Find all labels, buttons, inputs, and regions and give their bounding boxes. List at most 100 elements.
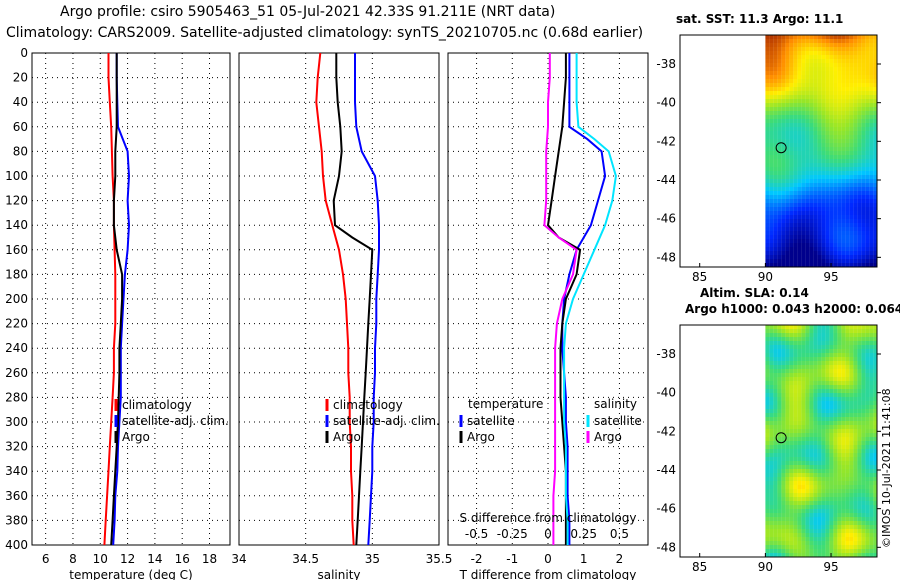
sla-map-cell bbox=[829, 509, 834, 513]
sst-map-cell bbox=[865, 43, 870, 47]
sla-map-cell bbox=[845, 401, 850, 405]
sst-map-cell bbox=[797, 67, 802, 71]
sst-map-cell bbox=[833, 147, 838, 151]
sla-map-cell bbox=[837, 477, 842, 481]
sst-map-cell bbox=[861, 71, 866, 75]
sst-map-cell bbox=[829, 139, 834, 143]
sst-map-cell bbox=[825, 123, 830, 127]
sla-map-cell bbox=[809, 541, 814, 545]
sst-map-cell bbox=[793, 227, 798, 231]
sla-map-cell bbox=[773, 493, 778, 497]
sla-map-cell bbox=[797, 397, 802, 401]
sla-map-cell bbox=[837, 513, 842, 517]
sst-map-cell bbox=[797, 263, 802, 267]
sla-map-cell bbox=[765, 541, 770, 545]
sst-map-cell bbox=[873, 63, 878, 67]
sla-map-cell bbox=[781, 537, 786, 541]
sst-map-cell bbox=[857, 195, 862, 199]
sst-map-cell bbox=[821, 207, 826, 211]
sla-map-cell bbox=[869, 437, 874, 441]
sst-map-cell bbox=[829, 243, 834, 247]
sst-map-cell bbox=[781, 207, 786, 211]
sst-map-cell bbox=[793, 119, 798, 123]
sla-map-cell bbox=[765, 505, 770, 509]
sst-map-cell bbox=[869, 63, 874, 67]
sla-map-cell bbox=[825, 365, 830, 369]
sla-map-cell bbox=[809, 405, 814, 409]
sst-map-cell bbox=[813, 163, 818, 167]
sst-map-cell bbox=[857, 247, 862, 251]
sla-map-cell bbox=[853, 373, 858, 377]
sst-map-cell bbox=[801, 39, 806, 43]
sla-map-cell bbox=[765, 441, 770, 445]
sla-map-cell bbox=[805, 329, 810, 333]
sst-map-cell bbox=[829, 255, 834, 259]
sst-map-cell bbox=[817, 195, 822, 199]
sla-map-cell bbox=[821, 441, 826, 445]
title-line-2: Climatology: CARS2009. Satellite-adjuste… bbox=[6, 25, 644, 41]
sla-map-cell bbox=[849, 413, 854, 417]
sst-map-cell bbox=[777, 147, 782, 151]
sla-map-cell bbox=[869, 397, 874, 401]
sla-map-cell bbox=[797, 393, 802, 397]
sst-map-cell bbox=[785, 211, 790, 215]
sla-map-cell bbox=[809, 333, 814, 337]
sla-map-cell bbox=[765, 453, 770, 457]
sst-map-cell bbox=[849, 255, 854, 259]
sla-map-cell bbox=[861, 385, 866, 389]
sla-map-cell bbox=[861, 365, 866, 369]
sla-map-cell bbox=[833, 353, 838, 357]
sst-map-cell bbox=[801, 223, 806, 227]
sst-map-cell bbox=[869, 219, 874, 223]
sla-map-cell bbox=[809, 429, 814, 433]
sla-map-cell bbox=[769, 549, 774, 553]
sst-map-cell bbox=[845, 219, 850, 223]
sla-map-cell bbox=[773, 497, 778, 501]
sla-map-cell bbox=[865, 393, 870, 397]
sla-map-cell bbox=[777, 333, 782, 337]
sst-map-cell bbox=[865, 131, 870, 135]
sst-map-cell bbox=[857, 95, 862, 99]
sla-map-cell bbox=[793, 521, 798, 525]
sst-map-cell bbox=[853, 139, 858, 143]
sla-map-cell bbox=[773, 325, 778, 329]
sst-map-cell bbox=[861, 51, 866, 55]
sst-map-cell bbox=[781, 175, 786, 179]
sla-map-cell bbox=[829, 449, 834, 453]
sla-map-cell bbox=[837, 521, 842, 525]
sst-map-cell bbox=[821, 111, 826, 115]
sla-map-cell bbox=[817, 517, 822, 521]
sla-map-cell bbox=[793, 505, 798, 509]
sla-map-cell bbox=[841, 489, 846, 493]
sla-map-cell bbox=[873, 489, 878, 493]
depth-tick-label: 0 bbox=[20, 46, 28, 60]
sst-map-cell bbox=[773, 155, 778, 159]
sst-map-cell bbox=[865, 231, 870, 235]
sst-map-cell bbox=[777, 247, 782, 251]
sst-map-cell bbox=[841, 211, 846, 215]
sla-map-cell bbox=[809, 381, 814, 385]
sla-map-cell bbox=[789, 417, 794, 421]
depth-tick-label: 340 bbox=[5, 464, 28, 478]
sst-map-cell bbox=[845, 103, 850, 107]
sla-map-cell bbox=[797, 485, 802, 489]
sst-map-cell bbox=[785, 191, 790, 195]
sla-map-cell bbox=[785, 397, 790, 401]
sla-map-cell bbox=[837, 449, 842, 453]
sst-map-cell bbox=[849, 207, 854, 211]
sla-map-cell bbox=[801, 425, 806, 429]
sst-map-cell bbox=[793, 115, 798, 119]
sla-map-cell bbox=[821, 429, 826, 433]
sla-map-cell bbox=[817, 457, 822, 461]
sst-map-cell bbox=[845, 207, 850, 211]
sst-map-cell bbox=[841, 75, 846, 79]
sla-map-cell bbox=[837, 349, 842, 353]
sst-map-cell bbox=[765, 91, 770, 95]
sst-map-cell bbox=[801, 95, 806, 99]
sla-map-cell bbox=[845, 353, 850, 357]
sst-map-cell bbox=[813, 99, 818, 103]
sst-map-cell bbox=[805, 143, 810, 147]
sst-map-cell bbox=[777, 39, 782, 43]
sst-map-cell bbox=[829, 59, 834, 63]
sla-map-cell bbox=[841, 509, 846, 513]
